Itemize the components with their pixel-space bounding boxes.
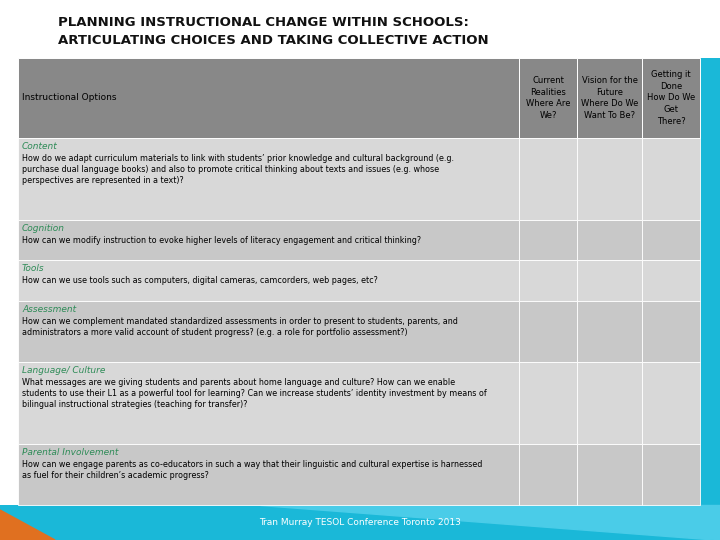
Text: How can we use tools such as computers, digital cameras, camcorders, web pages, : How can we use tools such as computers, … (22, 276, 378, 285)
Text: How can we modify instruction to evoke higher levels of literacy engagement and : How can we modify instruction to evoke h… (22, 235, 421, 245)
Bar (642, 260, 700, 301)
Text: How do we adapt curriculum materials to link with students’ prior knowledge and : How do we adapt curriculum materials to … (22, 154, 454, 185)
Text: Assessment: Assessment (22, 305, 76, 314)
Bar (642, 220, 700, 260)
Text: Language/ Culture: Language/ Culture (22, 366, 105, 375)
Text: Tran Murray TESOL Conference Toronto 2013: Tran Murray TESOL Conference Toronto 201… (259, 518, 461, 527)
Bar (519, 301, 577, 362)
Text: How can we complement mandated standardized assessments in order to present to s: How can we complement mandated standardi… (22, 317, 458, 337)
Bar (642, 362, 700, 444)
Bar (18, 138, 519, 220)
Text: ARTICULATING CHOICES AND TAKING COLLECTIVE ACTION: ARTICULATING CHOICES AND TAKING COLLECTI… (58, 34, 489, 47)
Text: Cognition: Cognition (22, 224, 65, 233)
Polygon shape (260, 505, 720, 540)
Bar (18, 58, 519, 138)
Bar (519, 138, 577, 220)
Text: Instructional Options: Instructional Options (22, 93, 117, 103)
Bar (519, 444, 577, 505)
Text: Content: Content (22, 142, 58, 151)
Bar (18, 260, 519, 301)
Bar (700, 58, 720, 505)
Bar (0, 505, 720, 540)
Bar (577, 301, 642, 362)
Bar (577, 362, 642, 444)
Text: Tools: Tools (22, 265, 45, 273)
Bar (519, 58, 577, 138)
Bar (577, 138, 642, 220)
Text: Getting it
Done
How Do We
Get
There?: Getting it Done How Do We Get There? (647, 70, 695, 126)
Bar (577, 444, 642, 505)
Text: Vision for the
Future
Where Do We
Want To Be?: Vision for the Future Where Do We Want T… (581, 76, 639, 120)
Bar (577, 58, 642, 138)
Bar (642, 301, 700, 362)
Bar (642, 138, 700, 220)
Bar (519, 362, 577, 444)
Bar (519, 260, 577, 301)
Bar (577, 220, 642, 260)
Text: Parental Involvement: Parental Involvement (22, 448, 118, 457)
Bar (577, 260, 642, 301)
Polygon shape (0, 510, 55, 540)
Text: PLANNING INSTRUCTIONAL CHANGE WITHIN SCHOOLS:: PLANNING INSTRUCTIONAL CHANGE WITHIN SCH… (58, 16, 469, 29)
Text: Current
Realities
Where Are
We?: Current Realities Where Are We? (526, 76, 570, 120)
Bar (18, 362, 519, 444)
Bar (519, 220, 577, 260)
Bar (18, 444, 519, 505)
Text: What messages are we giving students and parents about home language and culture: What messages are we giving students and… (22, 379, 487, 409)
Bar (18, 220, 519, 260)
Bar (642, 444, 700, 505)
Bar (642, 58, 700, 138)
Bar (18, 301, 519, 362)
Text: How can we engage parents as co-educators in such a way that their linguistic an: How can we engage parents as co-educator… (22, 460, 482, 480)
